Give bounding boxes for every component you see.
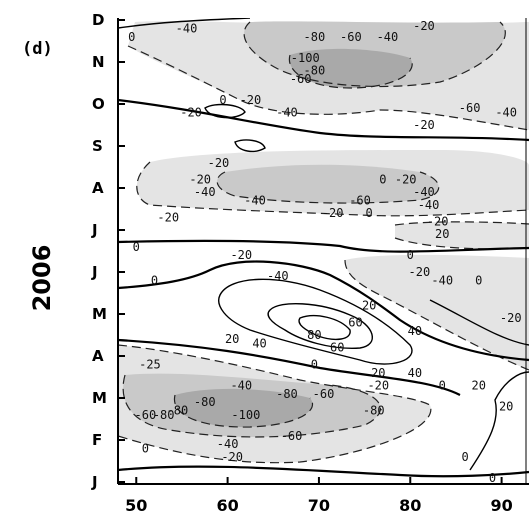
contour-value-label: -60 [340, 30, 362, 44]
contour-value-label: -60 [349, 194, 371, 208]
contour-value-label: -80 [304, 30, 326, 44]
contour-value-label: -40 [418, 198, 440, 212]
y-tick-label: O [92, 95, 105, 113]
contour-value-label: -100 [231, 408, 260, 422]
contour-label-layer: -40-80 -60 -40-200-100-80-600 -20-40-20 -60-… [128, 19, 521, 485]
contour-value-label: -100 [291, 51, 320, 65]
contour-value-label: 0 [489, 471, 496, 485]
contour-value-label: -80 [276, 387, 298, 401]
contour-value-label: 0 [407, 248, 414, 262]
contour-value-label: -40 [377, 30, 399, 44]
shading-dark [174, 48, 413, 428]
contour-value-label: 60 [348, 315, 362, 329]
contour-value-label: -60 [135, 408, 157, 422]
negative-contours [118, 21, 529, 464]
contour-value-label: -60 [290, 72, 312, 86]
contour-value-label: 60 [330, 341, 344, 355]
contour-value-label: -40 [431, 273, 453, 287]
x-ticks: 50 60 70 80 90 [125, 477, 513, 515]
contour-value-label: -40 [244, 194, 266, 208]
contour-value-label: -20 [427, 215, 449, 229]
contour-value-label: 20 [225, 332, 239, 346]
contour-value-label: 20 [499, 399, 513, 413]
contour-value-label: 0 [219, 93, 226, 107]
panel-label: (d) [22, 39, 53, 59]
contour-value-label: -20 [409, 265, 431, 279]
y-tick-label: A [92, 179, 104, 197]
contour-value-label: -20 [157, 210, 179, 224]
contour-value-label: -60 [459, 101, 481, 115]
contour-value-label: 80 [307, 328, 321, 342]
contour-value-label: 0 [379, 173, 386, 187]
x-tick-label: 90 [490, 496, 512, 515]
contour-value-label: -20 [413, 19, 435, 33]
contour-value-label: -40 [413, 185, 435, 199]
y-tick-label: M [92, 305, 107, 323]
contour-value-label: -40 [230, 378, 252, 392]
y-tick-label: A [92, 347, 104, 365]
y-tick-label: D [92, 11, 104, 29]
contour-value-label: 40 [408, 324, 422, 338]
contour-value-label: -20 [395, 173, 417, 187]
contour-value-label: -40 [194, 185, 216, 199]
y-tick-label: J [91, 221, 98, 239]
contour-value-label: -25 [139, 357, 161, 371]
contour-value-label: -40 [217, 437, 239, 451]
y-axis-label: 2006 [28, 245, 56, 312]
contour-value-label: -80 [194, 395, 216, 409]
contour-value-label: -40 [495, 105, 517, 119]
y-tick-label: M [92, 389, 107, 407]
contour-value-label: -80 [304, 63, 326, 77]
y-tick-label: N [92, 53, 105, 71]
y-ticks: J F M A M J J A S O N D [91, 11, 125, 491]
contour-value-label: -40 [176, 21, 198, 35]
contour-value-label: -60 [313, 387, 335, 401]
contour-value-label: -20 [322, 206, 344, 220]
y-tick-label: J [91, 263, 98, 281]
contour-value-label: 40 [252, 336, 266, 350]
contour-value-label: 0 [151, 273, 158, 287]
contour-value-label: -20 [230, 248, 252, 262]
contour-value-label: -60 [281, 429, 303, 443]
x-tick-label: 60 [216, 496, 238, 515]
contour-value-label: 20 [435, 227, 449, 241]
y-tick-label: S [92, 137, 103, 155]
contour-value-label: -20 [189, 173, 211, 187]
contour-value-label: -80 [167, 404, 189, 418]
contour-value-label: 0 [128, 30, 135, 44]
contour-value-label: 0 [133, 240, 140, 254]
contour-value-label: -20 [500, 311, 522, 325]
x-tick-label: 80 [399, 496, 421, 515]
contour-value-label: -20 [240, 93, 262, 107]
contour-value-label: -20 [221, 450, 243, 464]
contour-value-label: 40 [408, 366, 422, 380]
x-tick-label: 50 [125, 496, 147, 515]
contour-value-label: -40 [276, 105, 298, 119]
x-tick-label: 70 [308, 496, 330, 515]
contour-value-label: -20 [413, 118, 435, 132]
positive-contours [118, 18, 529, 478]
y-tick-label: F [92, 431, 102, 449]
contour-value-label: -20 [367, 378, 389, 392]
y-tick-label: J [91, 473, 98, 491]
contour-value-label: 0 [475, 273, 482, 287]
contour-value-label: 20 [362, 299, 376, 313]
contour-value-label: 0 [142, 441, 149, 455]
contour-value-label: -80 [153, 408, 175, 422]
contour-value-label: -80 [363, 404, 385, 418]
contour-value-label: -20 [180, 105, 202, 119]
contour-value-label: 20 [472, 378, 486, 392]
plot-area [118, 18, 529, 484]
contour-value-label: -20 [208, 156, 230, 170]
contour-value-label: 0 [311, 357, 318, 371]
contour-value-label: 0 [439, 378, 446, 392]
contour-value-label: -40 [267, 269, 289, 283]
contour-value-label: 0 [366, 206, 373, 220]
contour-value-label: 20 [371, 366, 385, 380]
contour-value-label: 0 [461, 450, 468, 464]
